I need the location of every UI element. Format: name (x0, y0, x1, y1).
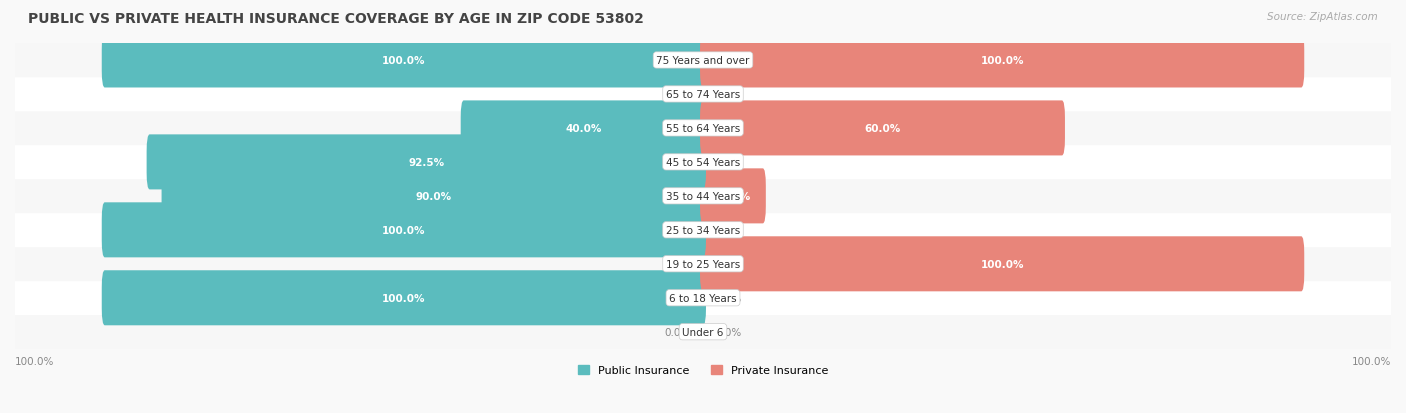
FancyBboxPatch shape (15, 77, 1391, 112)
Text: PUBLIC VS PRIVATE HEALTH INSURANCE COVERAGE BY AGE IN ZIP CODE 53802: PUBLIC VS PRIVATE HEALTH INSURANCE COVER… (28, 12, 644, 26)
Text: 92.5%: 92.5% (408, 157, 444, 168)
Text: 90.0%: 90.0% (416, 191, 451, 202)
FancyBboxPatch shape (15, 213, 1391, 247)
FancyBboxPatch shape (700, 101, 1064, 156)
Text: 100.0%: 100.0% (382, 293, 426, 303)
Text: 60.0%: 60.0% (865, 123, 901, 133)
FancyBboxPatch shape (700, 33, 1305, 88)
Text: 10.0%: 10.0% (714, 191, 751, 202)
Text: 100.0%: 100.0% (980, 56, 1024, 66)
Text: 0.0%: 0.0% (716, 293, 741, 303)
Text: Under 6: Under 6 (682, 327, 724, 337)
Text: 0.0%: 0.0% (665, 327, 690, 337)
FancyBboxPatch shape (146, 135, 706, 190)
Text: 100.0%: 100.0% (382, 56, 426, 66)
FancyBboxPatch shape (15, 43, 1391, 78)
FancyBboxPatch shape (15, 247, 1391, 281)
Text: 25 to 34 Years: 25 to 34 Years (666, 225, 740, 235)
Text: 55 to 64 Years: 55 to 64 Years (666, 123, 740, 133)
FancyBboxPatch shape (15, 179, 1391, 214)
Text: 6 to 18 Years: 6 to 18 Years (669, 293, 737, 303)
Text: 100.0%: 100.0% (15, 356, 55, 366)
Text: 100.0%: 100.0% (1351, 356, 1391, 366)
Legend: Public Insurance, Private Insurance: Public Insurance, Private Insurance (574, 361, 832, 380)
FancyBboxPatch shape (461, 101, 706, 156)
FancyBboxPatch shape (15, 315, 1391, 349)
FancyBboxPatch shape (101, 33, 706, 88)
Text: 45 to 54 Years: 45 to 54 Years (666, 157, 740, 168)
FancyBboxPatch shape (162, 169, 706, 224)
Text: 35 to 44 Years: 35 to 44 Years (666, 191, 740, 202)
Text: 19 to 25 Years: 19 to 25 Years (666, 259, 740, 269)
Text: 0.0%: 0.0% (665, 259, 690, 269)
Text: 0.0%: 0.0% (716, 90, 741, 100)
FancyBboxPatch shape (700, 237, 1305, 292)
FancyBboxPatch shape (15, 112, 1391, 146)
FancyBboxPatch shape (15, 281, 1391, 316)
FancyBboxPatch shape (15, 145, 1391, 180)
Text: 100.0%: 100.0% (980, 259, 1024, 269)
Text: 40.0%: 40.0% (565, 123, 602, 133)
Text: 0.0%: 0.0% (665, 90, 690, 100)
Text: 0.0%: 0.0% (716, 225, 741, 235)
FancyBboxPatch shape (101, 271, 706, 325)
Text: 100.0%: 100.0% (382, 225, 426, 235)
Text: 0.0%: 0.0% (716, 327, 741, 337)
Text: 65 to 74 Years: 65 to 74 Years (666, 90, 740, 100)
Text: Source: ZipAtlas.com: Source: ZipAtlas.com (1267, 12, 1378, 22)
Text: 75 Years and over: 75 Years and over (657, 56, 749, 66)
FancyBboxPatch shape (700, 169, 766, 224)
FancyBboxPatch shape (101, 203, 706, 258)
Text: 0.0%: 0.0% (716, 157, 741, 168)
